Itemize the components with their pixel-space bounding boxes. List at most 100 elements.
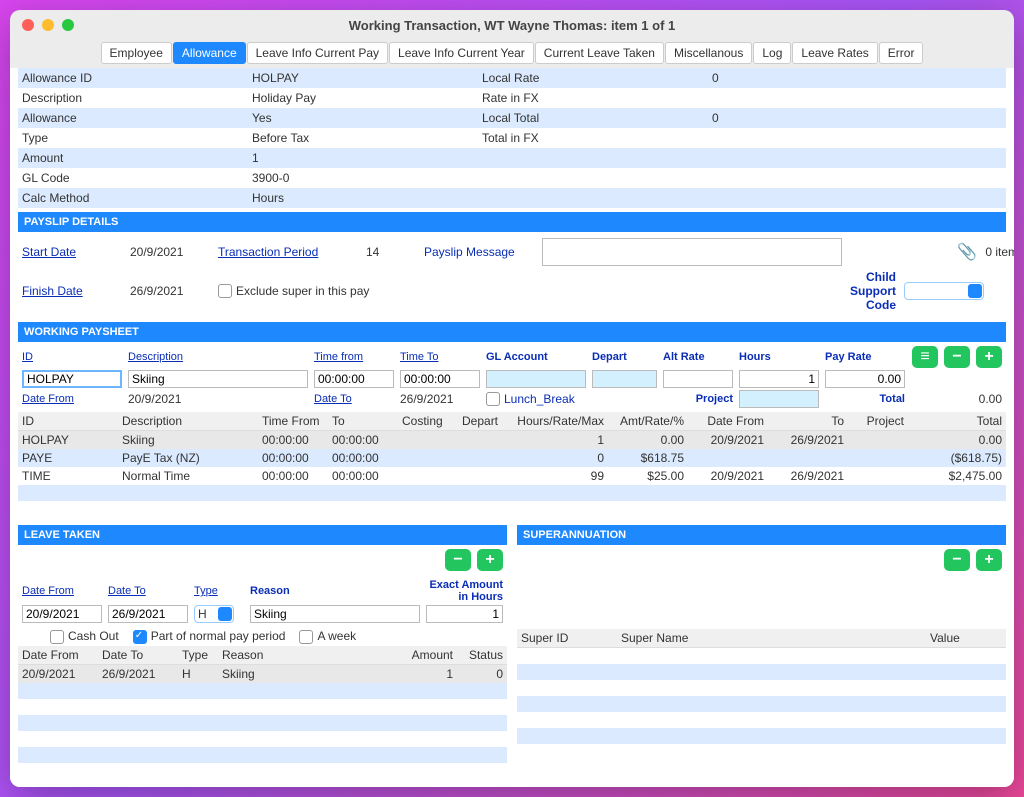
finish-date-label[interactable]: Finish Date — [22, 284, 122, 298]
section-super: SUPERANNUATION — [517, 525, 1006, 545]
leave-exact-input[interactable] — [426, 605, 503, 623]
tab-current-leave-taken[interactable]: Current Leave Taken — [535, 42, 664, 64]
close-icon[interactable] — [22, 19, 34, 31]
leave-reason-label: Reason — [250, 585, 420, 597]
leave-dateto-input[interactable] — [108, 605, 188, 623]
footer-net: 1856.25 — [758, 785, 838, 787]
super-add-button[interactable]: + — [976, 549, 1002, 571]
ws-depart-label: Depart — [592, 351, 657, 363]
footer-name: Wayne Thomas — [194, 785, 354, 787]
section-working-paysheet: WORKING PAYSHEET — [18, 322, 1006, 342]
tab-allowance[interactable]: Allowance — [173, 42, 246, 64]
footer-hours-label: Total Hours — [842, 785, 922, 787]
worksheet-table: IDDescriptionTime FromToCostingDepartHou… — [18, 412, 1006, 517]
exclude-super-checkbox[interactable] — [218, 284, 232, 298]
ws-alt-label: Alt Rate — [663, 351, 733, 363]
payslip-message-input[interactable] — [542, 238, 842, 266]
child-support-select[interactable] — [904, 282, 984, 300]
normalpay-checkbox[interactable] — [133, 630, 147, 644]
ws-timeto-input[interactable] — [400, 370, 480, 388]
tab-leave-info-current-pay[interactable]: Leave Info Current Pay — [247, 42, 388, 64]
cashout-checkbox[interactable] — [50, 630, 64, 644]
tab-leave-info-current-year[interactable]: Leave Info Current Year — [389, 42, 534, 64]
titlebar: Working Transaction, WT Wayne Thomas: it… — [10, 10, 1014, 40]
ws-pay-input[interactable] — [825, 370, 905, 388]
ws-id-input[interactable] — [22, 370, 122, 388]
ws-datefrom-label[interactable]: Date From — [22, 393, 122, 405]
ws-dateto-label[interactable]: Date To — [314, 393, 394, 405]
ws-total-value: 0.00 — [911, 392, 1002, 406]
payslip-details: Start Date 20/9/2021 Transaction Period … — [18, 232, 1006, 318]
ws-alt-input[interactable] — [663, 370, 733, 388]
tab-bar: EmployeeAllowanceLeave Info Current PayL… — [10, 40, 1014, 68]
ws-project-input[interactable] — [739, 390, 819, 408]
ws-desc-label[interactable]: Description — [128, 351, 308, 363]
leave-exact-label: Exact Amount in Hours — [426, 579, 503, 603]
ws-project-label: Project — [663, 393, 733, 405]
footer-hours: 100 — [926, 785, 986, 787]
ws-desc-input[interactable] — [128, 370, 308, 388]
leave-inputs: Date From Date To Type Reason Exact Amou… — [18, 575, 507, 627]
ws-pay-label: Pay Rate — [825, 351, 905, 363]
child-support-label: Child Support Code — [850, 270, 896, 312]
transaction-period-value: 14 — [366, 245, 416, 259]
tab-employee[interactable]: Employee — [101, 42, 172, 64]
ws-hours-input[interactable] — [739, 370, 819, 388]
table-row[interactable]: 20/9/202126/9/2021HSkiing10 — [18, 664, 507, 683]
ws-gl-input[interactable] — [486, 370, 586, 388]
ws-timefrom-input[interactable] — [314, 370, 394, 388]
footer-summary: ID WT Name Wayne Thomas # of Pays 1.3 Fo… — [18, 779, 1006, 787]
allowance-summary: Allowance IDHOLPAYLocal Rate0Description… — [18, 68, 1006, 208]
start-date-value: 20/9/2021 — [130, 245, 210, 259]
tab-log[interactable]: Log — [753, 42, 791, 64]
ws-timeto-label[interactable]: Time To — [400, 351, 480, 363]
tab-error[interactable]: Error — [879, 42, 924, 64]
finish-date-value: 26/9/2021 — [130, 284, 210, 298]
items-count: 0 items — [985, 245, 1014, 259]
ws-datefrom-value: 20/9/2021 — [128, 392, 308, 406]
leave-table: Date FromDate ToTypeReasonAmountStatus 2… — [18, 646, 507, 779]
table-row[interactable]: TIMENormal Time00:00:0000:00:0099$25.002… — [18, 467, 1006, 485]
minimize-icon[interactable] — [42, 19, 54, 31]
remove-row-button[interactable]: − — [944, 346, 970, 368]
ws-timefrom-label[interactable]: Time from — [314, 351, 394, 363]
footer-id-label: ID — [22, 785, 62, 787]
tab-leave-rates[interactable]: Leave Rates — [792, 42, 877, 64]
leave-reason-input[interactable] — [250, 605, 420, 623]
leave-type-label[interactable]: Type — [194, 585, 244, 597]
footer-id: WT — [66, 785, 126, 787]
super-table: Super IDSuper NameValue — [517, 629, 1006, 760]
footer-name-label: Name — [130, 785, 190, 787]
table-row[interactable]: HOLPAYSkiing00:00:0000:00:0010.0020/9/20… — [18, 431, 1006, 450]
footer-net-label: Total Net — [684, 785, 754, 787]
footer-gross: 2475 — [610, 785, 680, 787]
transaction-period-label: Transaction Period — [218, 245, 358, 259]
section-leave-taken: LEAVE TAKEN — [18, 525, 507, 545]
attachment-icon[interactable]: 📎 — [957, 242, 977, 262]
tab-miscellanous[interactable]: Miscellanous — [665, 42, 752, 64]
zoom-icon[interactable] — [62, 19, 74, 31]
footer-gross-label: Gross — [556, 785, 606, 787]
start-date-label[interactable]: Start Date — [22, 245, 122, 259]
add-row-button[interactable]: + — [976, 346, 1002, 368]
ws-id-label[interactable]: ID — [22, 351, 122, 363]
ws-gl-label: GL Account — [486, 351, 586, 363]
aweek-checkbox[interactable] — [299, 630, 313, 644]
worksheet-fields: ID Description Time from Time To GL Acco… — [18, 342, 1006, 412]
payslip-message-label: Payslip Message — [424, 245, 534, 259]
leave-remove-button[interactable]: − — [445, 549, 471, 571]
leave-dateto-label[interactable]: Date To — [108, 585, 188, 597]
window-title: Working Transaction, WT Wayne Thomas: it… — [10, 18, 1014, 33]
list-button[interactable]: ≡ — [912, 346, 938, 368]
lunch-break-checkbox[interactable] — [486, 392, 500, 406]
ws-total-label: Total — [825, 393, 905, 405]
footer-pays-label: # of Pays — [358, 785, 428, 787]
table-row[interactable]: PAYEPayE Tax (NZ)00:00:0000:00:000$618.7… — [18, 449, 1006, 467]
ws-dateto-value: 26/9/2021 — [400, 392, 480, 406]
ws-depart-input[interactable] — [592, 370, 657, 388]
leave-add-button[interactable]: + — [477, 549, 503, 571]
leave-datefrom-input[interactable] — [22, 605, 102, 623]
super-remove-button[interactable]: − — [944, 549, 970, 571]
leave-datefrom-label[interactable]: Date From — [22, 585, 102, 597]
leave-type-select[interactable]: H — [194, 605, 234, 623]
